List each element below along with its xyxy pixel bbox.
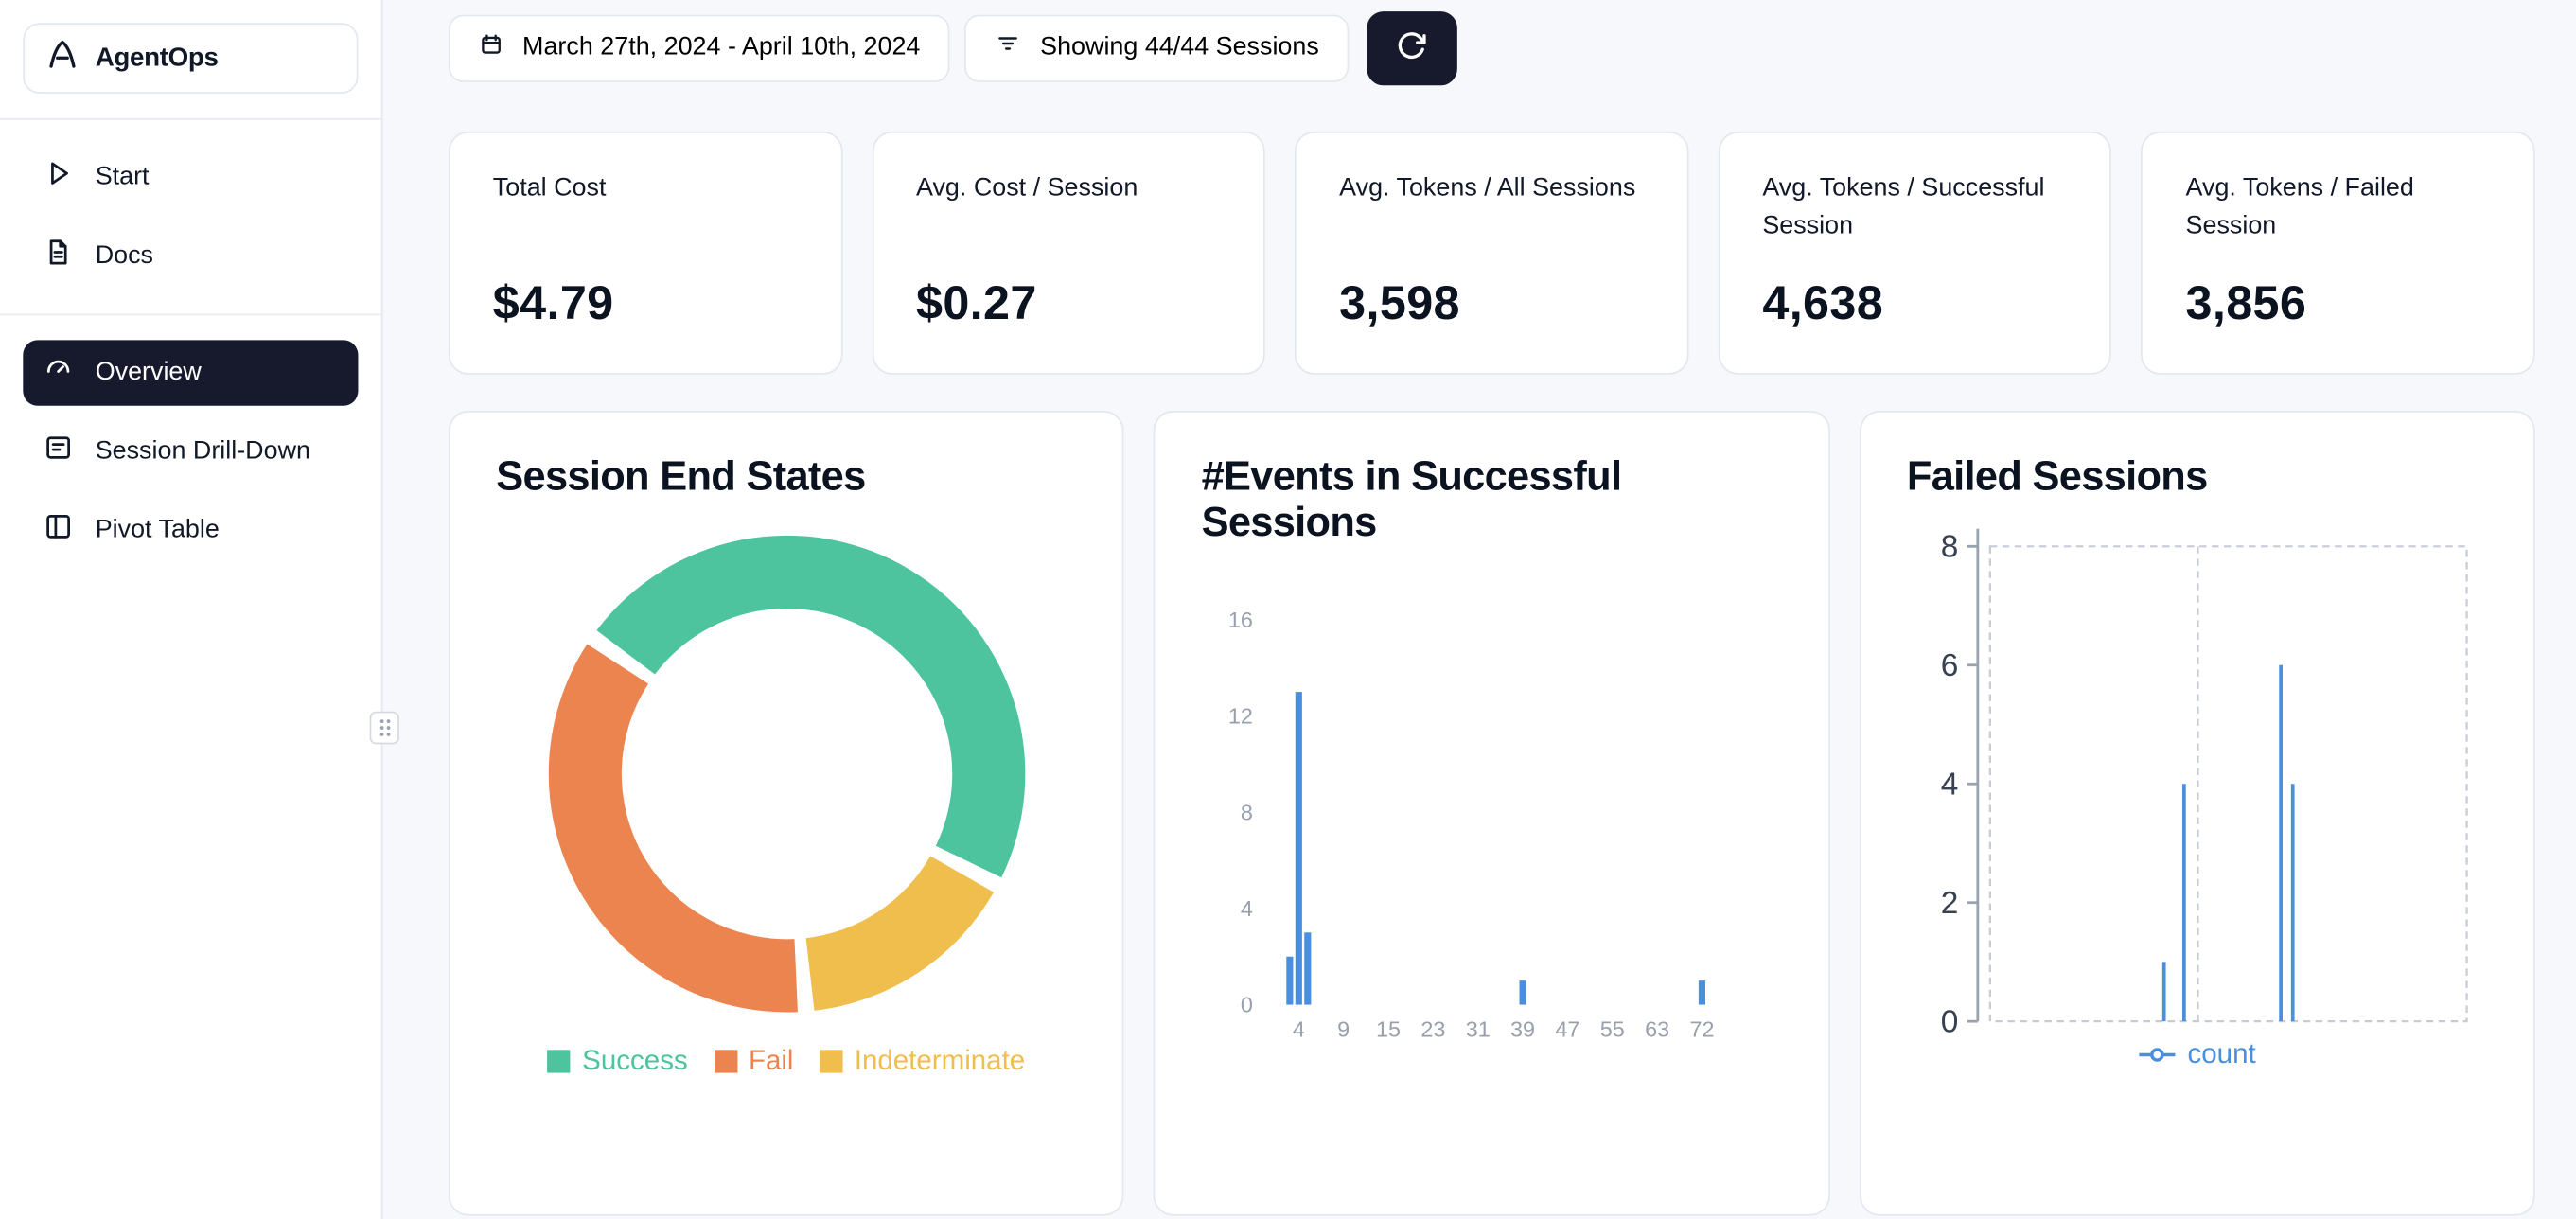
chart-card-failed-sessions: Failed Sessions 0 2 4 6 8 count: [1859, 411, 2535, 1216]
svg-text:8: 8: [1940, 529, 1958, 564]
refresh-button[interactable]: [1367, 10, 1457, 85]
stat-label: Avg. Cost / Session: [915, 174, 1138, 203]
stat-card-avg-cost-session: Avg. Cost / Session $0.27: [872, 131, 1266, 375]
count-legend-item[interactable]: count: [1907, 1039, 2487, 1072]
svg-text:72: 72: [1690, 1016, 1715, 1041]
svg-text:63: 63: [1646, 1016, 1670, 1041]
app-name: AgentOps: [95, 44, 219, 72]
charts-row: Session End States Success Fail: [448, 411, 2535, 1216]
session-end-states-donut: [548, 534, 1025, 1012]
stat-label: Avg. Tokens / All Sessions: [1339, 174, 1636, 203]
agentops-logo-icon: [44, 36, 80, 80]
svg-text:6: 6: [1940, 647, 1958, 682]
failed-sessions-chart: 0 2 4 6 8: [1940, 527, 2468, 1038]
svg-text:15: 15: [1377, 1016, 1402, 1041]
stat-value: 4,638: [1762, 277, 1884, 330]
stat-value: $0.27: [915, 277, 1037, 330]
list-box-icon: [43, 433, 74, 472]
sidebar-item-label: Pivot Table: [95, 516, 220, 544]
legend-label: Success: [582, 1044, 688, 1076]
svg-text:2: 2: [1940, 885, 1958, 920]
events-bar-chart: 0 4 8 12 16 4 9 15 23 31 39 47 55 63 72: [1228, 608, 1715, 1042]
chart-card-session-end-states: Session End States Success Fail: [448, 411, 1124, 1216]
legend-swatch-success: [547, 1049, 572, 1072]
filter-icon: [995, 29, 1023, 65]
svg-text:4: 4: [1241, 896, 1253, 921]
svg-text:39: 39: [1511, 1016, 1536, 1041]
chart-title: Failed Sessions: [1906, 453, 2208, 500]
sidebar-item-label: Docs: [95, 241, 154, 270]
chart-title: Session End States: [496, 453, 866, 500]
svg-text:8: 8: [1241, 800, 1253, 824]
chart-card-events-successful-sessions: #Events in Successful Sessions 0 4 8 12 16 4 9…: [1154, 411, 1830, 1216]
legend-item-indeterminate[interactable]: Indeterminate: [820, 1044, 1025, 1077]
svg-text:16: 16: [1228, 608, 1253, 632]
count-legend-label: count: [2187, 1038, 2256, 1070]
svg-text:47: 47: [1556, 1016, 1580, 1041]
main-content: March 27th, 2024 - April 10th, 2024 Show…: [382, 0, 2576, 1219]
toolbar: March 27th, 2024 - April 10th, 2024 Show…: [448, 9, 2535, 85]
document-icon: [43, 237, 74, 276]
stat-card-avg-tokens-successful: Avg. Tokens / Successful Session 4,638: [1718, 131, 2112, 375]
stat-value: 3,598: [1339, 277, 1460, 330]
svg-text:0: 0: [1940, 1003, 1958, 1038]
session-filter-label: Showing 44/44 Sessions: [1040, 32, 1319, 62]
count-legend-marker-icon: [2138, 1048, 2175, 1063]
svg-text:9: 9: [1338, 1016, 1350, 1041]
sidebar-resize-handle[interactable]: [369, 711, 399, 745]
stat-card-avg-tokens-all: Avg. Tokens / All Sessions 3,598: [1295, 131, 1689, 375]
legend-swatch-indeterminate: [820, 1049, 843, 1072]
app-logo-card[interactable]: AgentOps: [23, 23, 359, 94]
stat-value: $4.79: [492, 277, 614, 330]
refresh-icon: [1396, 28, 1429, 66]
svg-text:31: 31: [1466, 1016, 1491, 1041]
date-range-label: March 27th, 2024 - April 10th, 2024: [522, 32, 921, 62]
stat-label: Total Cost: [492, 174, 607, 203]
svg-text:55: 55: [1600, 1016, 1625, 1041]
svg-text:0: 0: [1241, 993, 1253, 1017]
legend-item-fail[interactable]: Fail: [714, 1044, 794, 1077]
sidebar-item-start[interactable]: Start: [23, 145, 358, 210]
chart-title: #Events in Successful Sessions: [1201, 453, 1622, 545]
svg-text:4: 4: [1293, 1016, 1305, 1041]
stat-value: 3,856: [2185, 277, 2307, 330]
donut-chart-area: Success Fail Indeterminate: [496, 501, 1076, 1077]
sidebar-item-label: Start: [95, 162, 150, 191]
sidebar-item-session-drill-down[interactable]: Session Drill-Down: [23, 419, 358, 485]
sidebar-item-pivot-table[interactable]: Pivot Table: [23, 498, 358, 563]
stats-row: Total Cost $4.79 Avg. Cost / Session $0.…: [448, 131, 2535, 375]
legend-item-success[interactable]: Success: [547, 1044, 688, 1077]
sidebar-divider: [0, 313, 381, 316]
sidebar-item-label: Session Drill-Down: [95, 436, 310, 466]
stat-card-total-cost: Total Cost $4.79: [448, 131, 842, 375]
sidebar-divider: [0, 117, 381, 120]
grip-dots-icon: [379, 719, 390, 736]
svg-text:12: 12: [1228, 704, 1253, 729]
table-icon: [43, 511, 74, 551]
date-range-button[interactable]: March 27th, 2024 - April 10th, 2024: [448, 13, 950, 81]
stat-card-avg-tokens-failed: Avg. Tokens / Failed Session 3,856: [2141, 131, 2535, 375]
stat-label: Avg. Tokens / Successful Session: [1762, 174, 2045, 240]
legend-label: Fail: [748, 1044, 794, 1076]
sidebar-item-docs[interactable]: Docs: [23, 223, 358, 289]
sidebar-item-label: Overview: [95, 358, 202, 386]
sidebar-item-overview[interactable]: Overview: [23, 340, 359, 406]
stat-label: Avg. Tokens / Failed Session: [2185, 174, 2414, 240]
svg-text:4: 4: [1940, 767, 1958, 802]
legend-label: Indeterminate: [854, 1044, 1026, 1076]
gauge-icon: [43, 353, 74, 393]
calendar-icon: [478, 30, 504, 64]
play-icon: [43, 158, 74, 198]
donut-legend: Success Fail Indeterminate: [547, 1044, 1025, 1077]
legend-swatch-fail: [714, 1049, 737, 1072]
session-filter-button[interactable]: Showing 44/44 Sessions: [964, 13, 1350, 81]
svg-text:23: 23: [1421, 1016, 1446, 1041]
sidebar: AgentOps Start Docs Overview: [0, 0, 383, 1219]
